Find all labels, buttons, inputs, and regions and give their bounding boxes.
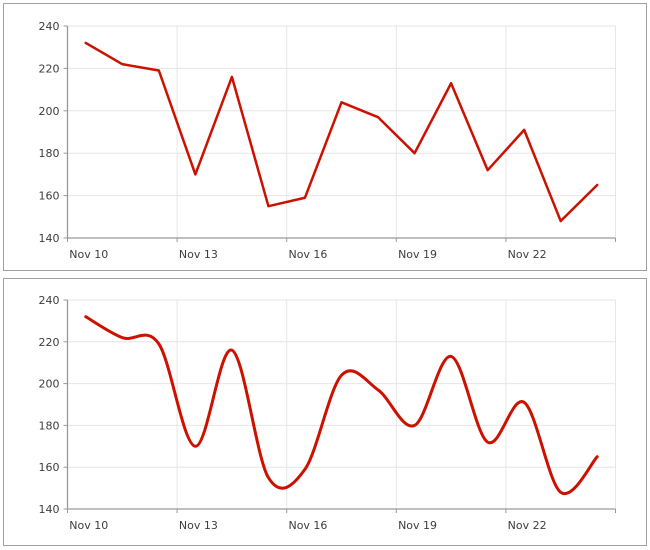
- x-tick-label: Nov 16: [288, 519, 327, 532]
- series-line: [84, 41, 599, 223]
- x-tick-label: Nov 19: [398, 519, 437, 532]
- line-chart: 140 160 180 200 220 240 Nov 10 Nov 13 Nov 16 Nov …: [39, 20, 616, 261]
- x-tick-label: Nov 16: [288, 248, 327, 261]
- x-tick-label: Nov 13: [179, 248, 218, 261]
- y-tick-label: 240: [39, 20, 60, 33]
- y-tick-label: 200: [39, 378, 60, 391]
- y-tick-label: 180: [39, 419, 60, 432]
- x-tick-label: Nov 22: [508, 248, 547, 261]
- y-tick-label: 160: [39, 461, 60, 474]
- y-tick-label: 140: [39, 232, 60, 245]
- x-tick-label: Nov 10: [69, 519, 108, 532]
- x-tick-label: Nov 13: [179, 519, 218, 532]
- x-tick-label: Nov 19: [398, 248, 437, 261]
- line-chart-panel: 140 160 180 200 220 240 Nov 10 Nov 13 Nov 16 Nov …: [3, 3, 647, 271]
- x-tick-label: Nov 10: [69, 248, 108, 261]
- spline-chart: 140 160 180 200 220 240 Nov 10 Nov 13 Nov 16 Nov …: [39, 294, 616, 532]
- x-tick-label: Nov 22: [508, 519, 547, 532]
- y-tick-label: 220: [39, 336, 60, 349]
- series-line: [84, 315, 599, 496]
- y-tick-label: 200: [39, 105, 60, 118]
- y-tick-label: 220: [39, 62, 60, 75]
- y-tick-label: 240: [39, 294, 60, 307]
- y-tick-label: 140: [39, 503, 60, 516]
- y-tick-label: 180: [39, 147, 60, 160]
- y-tick-label: 160: [39, 190, 60, 203]
- spline-chart-panel: 140 160 180 200 220 240 Nov 10 Nov 13 Nov 16 Nov …: [3, 278, 647, 546]
